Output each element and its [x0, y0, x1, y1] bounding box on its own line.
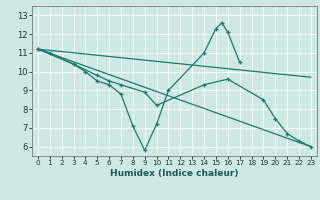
X-axis label: Humidex (Indice chaleur): Humidex (Indice chaleur)	[110, 169, 239, 178]
